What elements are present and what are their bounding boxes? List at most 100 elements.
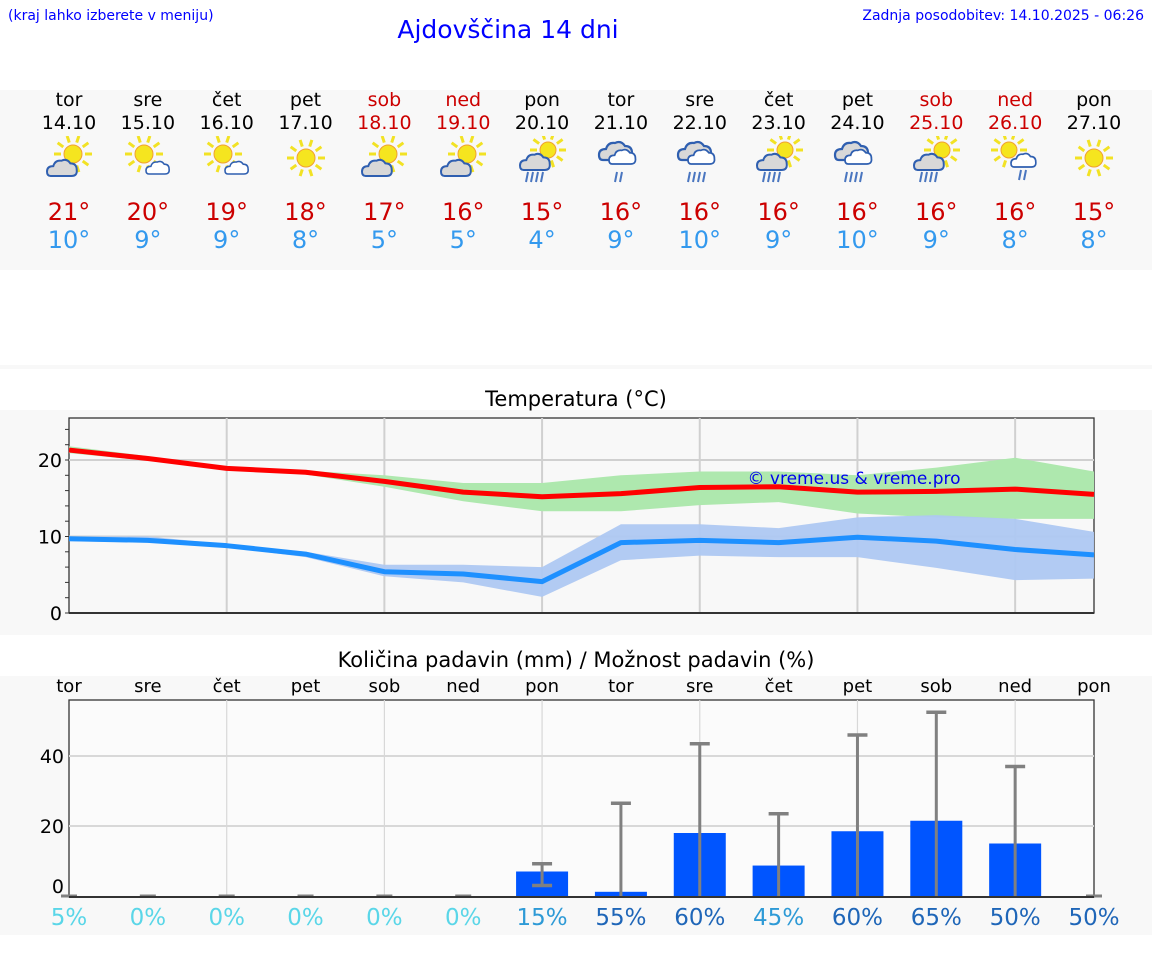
weather-sun-icon	[266, 136, 346, 186]
day-date: 19.10	[436, 112, 491, 134]
day-date: 24.10	[830, 112, 885, 134]
weather-clouds-rain-icon	[660, 136, 740, 186]
precip-probability: 0%	[129, 905, 167, 931]
max-temperature: 16°	[599, 198, 643, 226]
min-temperature: 9°	[922, 226, 950, 254]
day-name: tor	[607, 89, 635, 111]
weather-sun-icon	[1054, 136, 1134, 186]
divider	[0, 365, 1152, 369]
precip-day-label: sob	[920, 676, 953, 697]
max-temperature: 15°	[1072, 198, 1116, 226]
y-tick-label: 0	[50, 603, 62, 625]
precip-day-label: sob	[368, 676, 401, 697]
max-temperature: 21°	[47, 198, 91, 226]
temperature-chart-title: Temperatura (°C)	[485, 387, 667, 411]
day-date: 15.10	[120, 112, 176, 134]
min-temperature: 9°	[134, 226, 162, 254]
max-temperature: 18°	[284, 198, 327, 226]
max-temperature: 16°	[441, 198, 485, 226]
day-date: 20.10	[514, 112, 570, 134]
precip-probability: 65%	[910, 905, 962, 931]
precip-day-label: ned	[446, 676, 481, 697]
last-updated: Zadnja posodobitev: 14.10.2025 - 06:26	[862, 8, 1144, 24]
day-date: 18.10	[357, 112, 412, 134]
min-temperature: 9°	[764, 226, 793, 254]
precip-day-label: čet	[212, 676, 241, 697]
min-temperature: 5°	[449, 226, 477, 254]
day-name: pon	[524, 89, 560, 111]
weather-sun-cloud-gray-rain-icon	[739, 132, 819, 186]
precip-day-label: čet	[764, 676, 793, 697]
precip-probability: 0%	[287, 905, 324, 931]
min-temperature: 10°	[836, 226, 879, 254]
max-temperature: 16°	[993, 198, 1037, 226]
max-temperature: 15°	[520, 198, 564, 226]
min-temperature: 8°	[1001, 226, 1029, 254]
day-name: ned	[997, 89, 1034, 111]
max-temperature: 17°	[363, 198, 406, 226]
max-temperature: 20°	[126, 198, 170, 226]
day-date: 21.10	[593, 112, 649, 134]
y-tick-label: 10	[38, 527, 62, 549]
weather-sun-cloud-gray-icon	[423, 135, 503, 186]
min-temperature: 8°	[291, 226, 320, 254]
weather-sun-cloud-white-rain-icon	[975, 132, 1055, 186]
min-temperature-line	[68, 534, 1095, 585]
precip-probability: 5%	[50, 905, 88, 931]
min-temperature: 9°	[213, 226, 241, 254]
day-name: sob	[919, 89, 954, 111]
y-tick-label: 40	[40, 746, 64, 768]
min-temperature: 8°	[1080, 226, 1108, 254]
precip-probability: 60%	[674, 905, 726, 931]
weather-sun-cloud-gray-rain-icon	[896, 132, 976, 186]
min-temperature-range-band	[69, 515, 1094, 597]
day-date: 22.10	[672, 112, 727, 134]
day-name: čet	[211, 89, 242, 111]
day-date: 23.10	[751, 112, 806, 134]
y-tick-label: 20	[38, 450, 62, 472]
max-temperature: 16°	[757, 198, 800, 226]
day-name: pon	[1076, 89, 1112, 111]
precip-day-label: tor	[56, 676, 82, 697]
weather-clouds-rain-icon	[817, 136, 897, 186]
watermark: © vreme.us & vreme.pro	[747, 469, 960, 489]
weather-sun-cloud-white-icon	[108, 135, 188, 186]
precip-probability: 0%	[208, 905, 245, 931]
precip-day-label: ned	[998, 676, 1033, 697]
day-name: tor	[55, 89, 83, 111]
precip-probability: 55%	[595, 905, 647, 931]
location-hint: (kraj lahko izberete v meniju)	[8, 8, 214, 24]
precip-probability: 0%	[444, 905, 482, 931]
min-temperature: 5°	[370, 226, 399, 254]
precip-probability: 15%	[516, 905, 568, 931]
day-date: 27.10	[1066, 112, 1122, 134]
weather-clouds-light-rain-icon	[581, 136, 661, 186]
precip-probability: 50%	[1068, 905, 1120, 931]
weather-sun-cloud-gray-icon	[29, 135, 109, 186]
day-name: sre	[133, 89, 163, 111]
y-tick-label: 20	[40, 816, 64, 838]
precip-day-label: pon	[525, 676, 559, 697]
y-tick-label: 0	[52, 876, 64, 898]
day-date: 14.10	[41, 112, 97, 134]
day-name: čet	[763, 89, 794, 111]
precip-day-label: tor	[608, 676, 634, 697]
day-date: 26.10	[987, 112, 1043, 134]
precip-day-label: sre	[686, 676, 714, 697]
max-temperature: 16°	[836, 198, 879, 226]
max-temperature-line	[68, 447, 1095, 500]
precip-day-label: pon	[1077, 676, 1111, 697]
day-name: ned	[445, 89, 482, 111]
weather-sun-cloud-gray-rain-icon	[502, 132, 582, 186]
max-temperature: 16°	[915, 198, 958, 226]
precip-day-label: sre	[134, 676, 162, 697]
weather-sun-cloud-gray-icon	[344, 135, 424, 186]
day-date: 16.10	[199, 112, 254, 134]
min-temperature: 10°	[47, 226, 91, 254]
precip-day-label: pet	[842, 676, 873, 697]
min-temperature: 4°	[528, 226, 556, 254]
max-temperature: 16°	[678, 198, 722, 226]
weather-sun-cloud-white-icon	[187, 135, 267, 186]
precip-day-label: pet	[290, 676, 321, 697]
